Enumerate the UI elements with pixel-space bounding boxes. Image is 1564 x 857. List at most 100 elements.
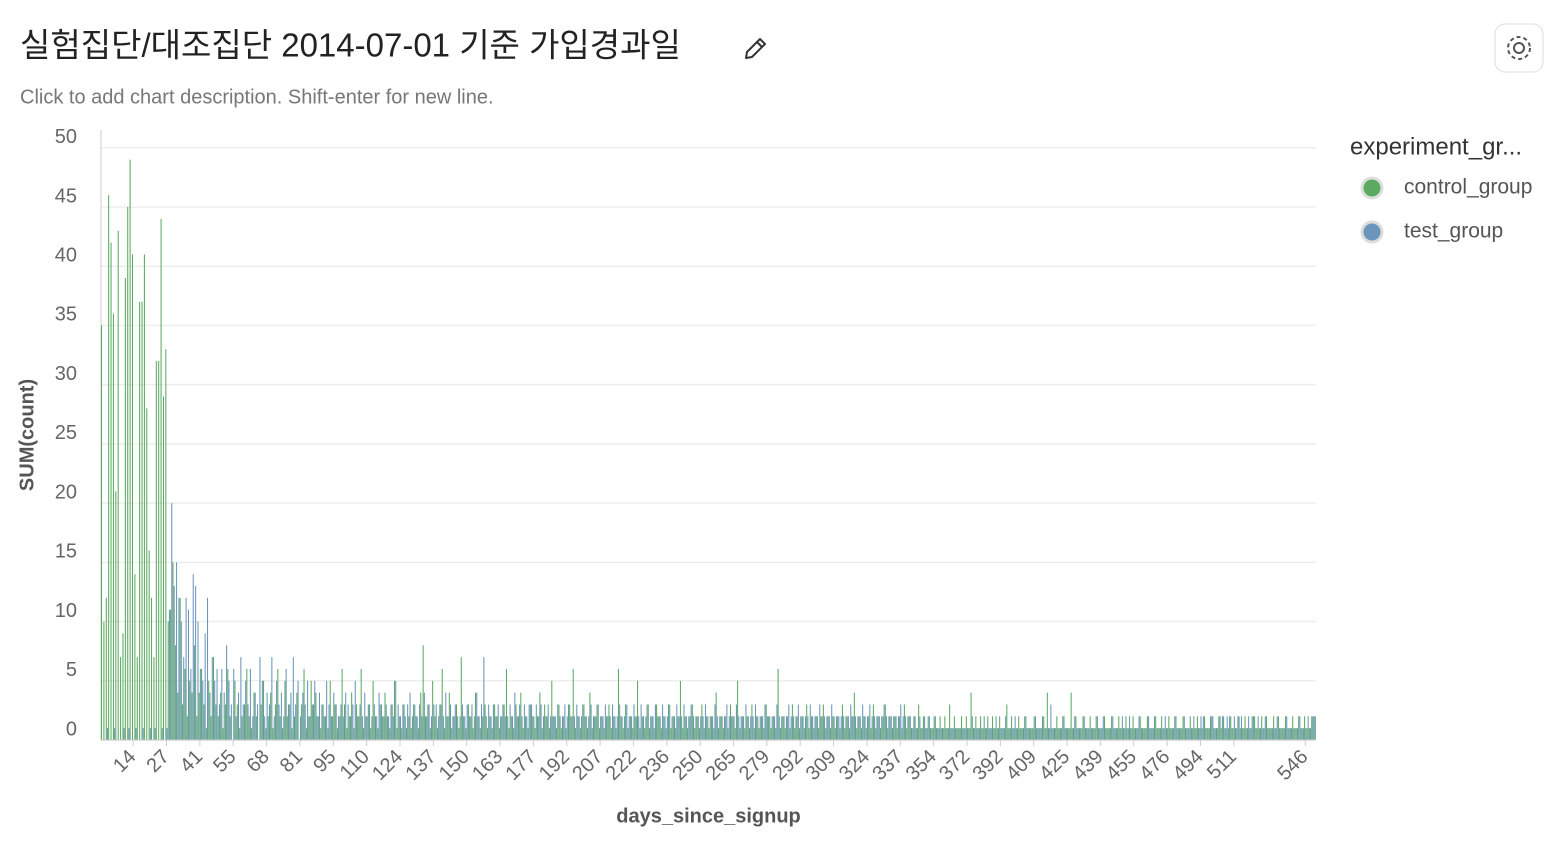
bar <box>453 716 455 740</box>
bar <box>703 728 705 740</box>
bar <box>1161 716 1163 740</box>
bar <box>844 728 846 740</box>
edit-icon[interactable] <box>745 38 766 59</box>
bar <box>419 704 421 740</box>
y-tick-label: 10 <box>55 600 77 622</box>
bar <box>1130 728 1132 740</box>
bar <box>1254 716 1256 740</box>
bar <box>1026 728 1028 740</box>
bar <box>839 728 841 740</box>
bar <box>834 728 836 740</box>
bar <box>296 692 298 740</box>
x-tick-label: 110 <box>336 746 374 784</box>
x-tick-label: 265 <box>702 746 741 785</box>
bar <box>435 704 437 740</box>
bar <box>290 692 292 740</box>
bar <box>1313 716 1315 740</box>
bar <box>1028 728 1030 740</box>
bar <box>196 716 198 740</box>
bar <box>534 728 536 740</box>
bar <box>444 728 446 740</box>
bar <box>647 704 649 740</box>
bar <box>457 716 459 740</box>
y-tick-label: 15 <box>55 541 77 563</box>
bar <box>349 716 351 740</box>
bar <box>989 728 991 740</box>
bar <box>274 704 276 740</box>
bar <box>523 704 525 740</box>
bar <box>519 704 521 740</box>
bar <box>785 716 787 740</box>
bar <box>1002 728 1004 740</box>
bar <box>1168 716 1170 740</box>
bar <box>315 692 317 740</box>
bar <box>895 716 897 740</box>
bar <box>749 728 751 740</box>
bar <box>367 704 369 740</box>
bar <box>1288 728 1290 740</box>
bar <box>333 692 335 740</box>
chart-description[interactable]: Click to add chart description. Shift-en… <box>20 86 494 108</box>
bar <box>155 360 157 740</box>
bar <box>639 728 641 740</box>
bar <box>313 704 315 740</box>
bar <box>421 716 423 740</box>
bar <box>1114 728 1116 740</box>
bar <box>134 574 136 740</box>
bar <box>1308 728 1310 740</box>
bar <box>293 716 296 740</box>
bar <box>204 633 206 740</box>
bar <box>800 716 802 740</box>
bar <box>1262 728 1264 740</box>
bar <box>536 716 539 740</box>
bar <box>531 704 533 740</box>
bar <box>725 716 727 740</box>
bar <box>265 728 267 740</box>
bar <box>953 716 955 740</box>
bar <box>430 716 432 740</box>
x-tick-label: 124 <box>368 746 407 785</box>
bar <box>1024 716 1026 740</box>
bar <box>547 704 549 740</box>
bar <box>1215 728 1217 740</box>
bar <box>963 728 965 740</box>
bar <box>1199 728 1201 740</box>
settings-button[interactable] <box>1494 23 1544 73</box>
bar <box>950 728 952 740</box>
bar <box>880 728 882 740</box>
bar <box>598 728 600 740</box>
bar <box>827 716 829 740</box>
bar <box>737 680 739 740</box>
bar <box>261 680 263 740</box>
bar <box>471 704 473 740</box>
bar <box>1206 728 1208 740</box>
bar <box>384 692 386 740</box>
bar <box>831 704 833 740</box>
bar <box>439 704 441 740</box>
bar <box>975 716 977 740</box>
bar <box>741 716 743 740</box>
bar <box>1105 728 1107 740</box>
bar <box>1020 728 1022 740</box>
bar <box>1193 716 1195 740</box>
bar <box>794 728 796 740</box>
bar <box>843 716 845 740</box>
bar <box>473 716 475 740</box>
bar <box>626 704 628 740</box>
bar <box>859 716 861 740</box>
bar <box>864 716 866 740</box>
bar <box>450 704 452 740</box>
bar <box>1150 728 1152 740</box>
bar <box>1021 728 1023 740</box>
bar <box>556 728 558 740</box>
bar <box>625 704 627 740</box>
bar <box>608 704 610 740</box>
bar <box>1242 728 1244 740</box>
bar <box>388 716 390 740</box>
x-tick-label: 236 <box>635 746 674 785</box>
bar <box>1240 716 1242 740</box>
bar <box>197 621 199 740</box>
x-tick-label: 207 <box>568 746 607 785</box>
bar <box>947 728 949 740</box>
bar <box>170 609 172 740</box>
